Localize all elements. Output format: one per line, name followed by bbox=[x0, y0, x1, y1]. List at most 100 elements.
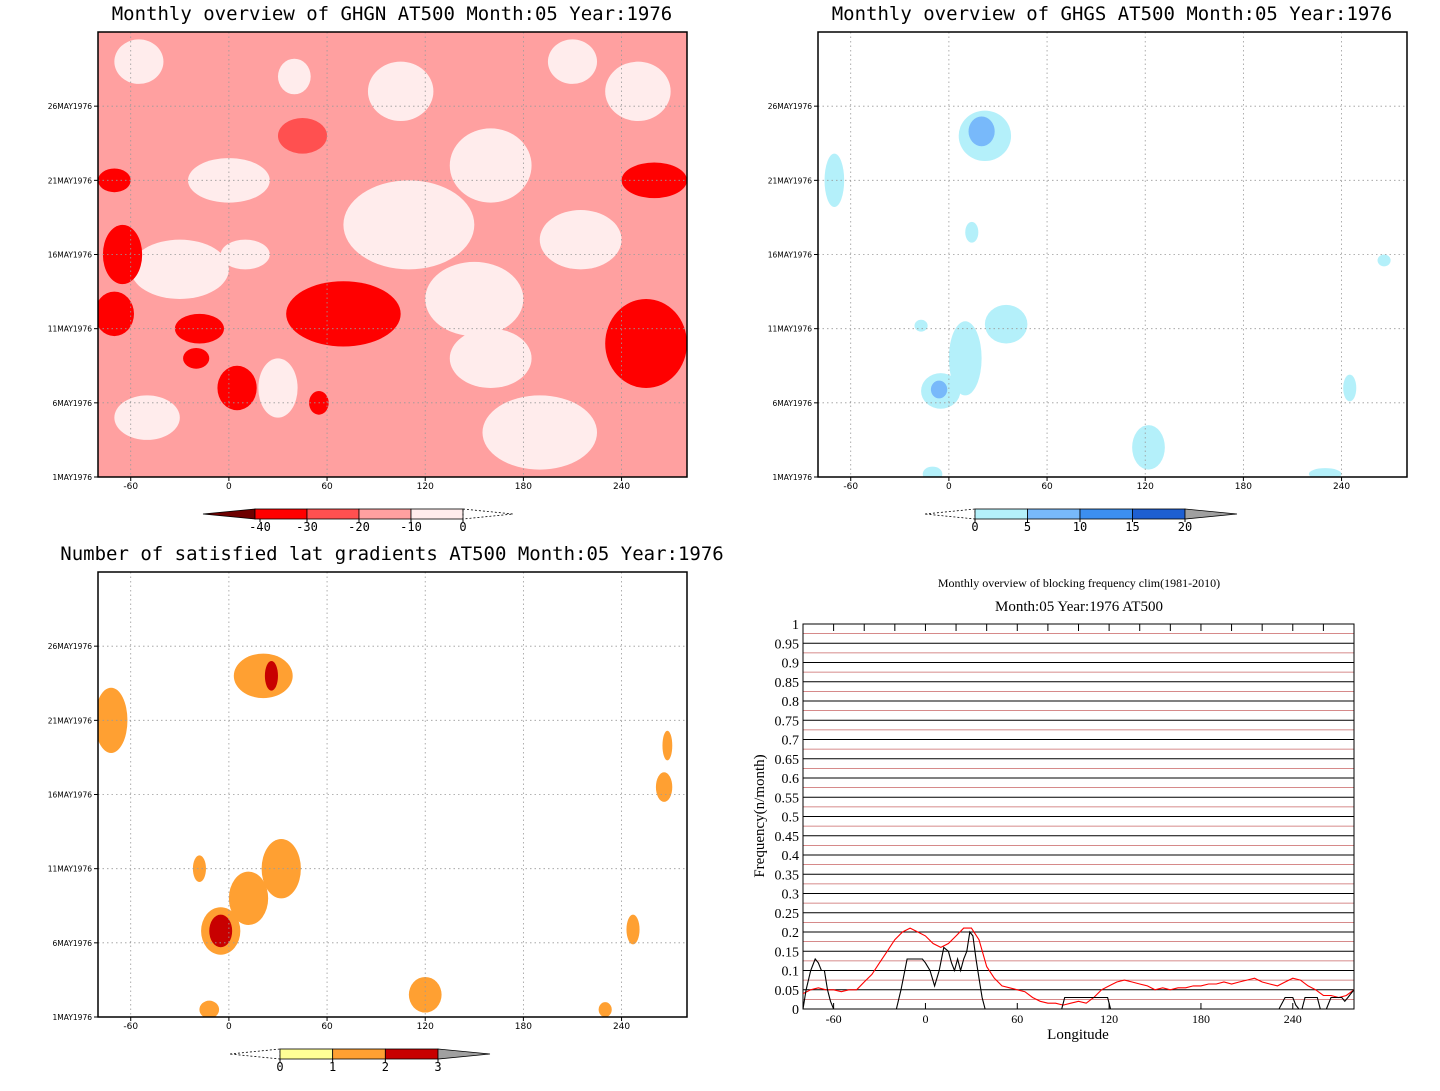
colorbar-swatch bbox=[384, 1048, 439, 1060]
y-tick-label: 0.95 bbox=[775, 637, 800, 652]
contour-blob bbox=[114, 395, 180, 440]
colorbar: 0 1 2 3 bbox=[229, 1048, 491, 1074]
colorbar-label: 0 bbox=[276, 1060, 283, 1074]
x-tick-label: 0 bbox=[922, 1012, 928, 1026]
x-tick-label: 180 bbox=[1192, 1012, 1210, 1026]
colorbar-swatch bbox=[332, 1048, 386, 1060]
contour-blob bbox=[174, 313, 224, 344]
contour-blob bbox=[914, 319, 928, 332]
colorbar-swatch bbox=[1027, 508, 1081, 520]
grid-lines bbox=[98, 32, 687, 477]
contour-fills bbox=[824, 110, 1391, 477]
y-tick-label: 0.75 bbox=[775, 714, 800, 729]
series-line-1 bbox=[802, 927, 1355, 1006]
y-tick-label: 0.35 bbox=[775, 868, 800, 883]
contour-blob bbox=[277, 118, 328, 154]
y-tick-label: 21MAY1976 bbox=[768, 176, 812, 185]
y-tick-label: 0.6 bbox=[782, 772, 800, 787]
colorbar-swatch bbox=[1079, 508, 1133, 520]
y-tick-label: 0.9 bbox=[782, 657, 800, 672]
y-tick-label: 0.05 bbox=[775, 984, 800, 999]
colorbar-extend-low bbox=[924, 508, 976, 520]
colorbar-label: -10 bbox=[400, 520, 422, 534]
contour-blob bbox=[621, 162, 687, 199]
x-tick-label: -60 bbox=[123, 482, 138, 492]
contour-blob bbox=[192, 855, 206, 883]
colorbar-swatch bbox=[1132, 508, 1186, 520]
colorbar-label: 0 bbox=[971, 520, 978, 534]
colorbar-label: 2 bbox=[382, 1060, 389, 1074]
colorbar-label: 10 bbox=[1073, 520, 1087, 534]
contour-blob bbox=[258, 358, 298, 418]
y-tick-label: 0.55 bbox=[775, 791, 800, 806]
x-tick-label: 120 bbox=[1137, 482, 1154, 492]
x-tick-label: 120 bbox=[1100, 1012, 1118, 1026]
y-tick-label: 16MAY1976 bbox=[48, 251, 92, 260]
contour-blob bbox=[114, 39, 164, 84]
contour-blob bbox=[482, 395, 598, 470]
colorbar-extend-low bbox=[229, 1048, 281, 1060]
y-tick-label: 6MAY1976 bbox=[53, 399, 93, 408]
y-tick-label: 0.5 bbox=[782, 811, 800, 826]
colorbar-extend-high bbox=[1184, 508, 1238, 520]
y-tick-label: 6MAY1976 bbox=[53, 939, 93, 948]
y-tick-label: 21MAY1976 bbox=[48, 176, 92, 185]
chart-title: Monthly overview of blocking frequency c… bbox=[938, 576, 1220, 590]
contour-blob bbox=[922, 466, 943, 477]
colorbar: -40 -30 -20 -10 0 bbox=[202, 508, 514, 534]
contour-blob bbox=[102, 224, 143, 285]
contour-blob bbox=[1132, 425, 1165, 470]
y-tick-label: 0.3 bbox=[782, 888, 800, 903]
contour-fills bbox=[98, 653, 673, 1017]
chart-title: Monthly overview of GHGN AT500 Month:05 … bbox=[112, 3, 673, 25]
y-tick-label: 0.25 bbox=[775, 907, 800, 922]
y-tick-label: 0.85 bbox=[775, 676, 800, 691]
colorbar-label: 5 bbox=[1024, 520, 1031, 534]
contour-blob bbox=[968, 116, 995, 147]
heatmap-panel-2: -60 0 60 120 180 240 1MAY1976 6MAY1976 11MAY1976… bbox=[768, 3, 1408, 534]
colorbar-label: -40 bbox=[249, 520, 271, 534]
contour-blob bbox=[233, 653, 293, 699]
y-tick-label: 26MAY1976 bbox=[768, 102, 812, 111]
contour-blob bbox=[228, 871, 269, 926]
x-tick-label: 60 bbox=[321, 482, 333, 492]
colorbar-swatch bbox=[358, 508, 412, 520]
y-axis-label: Frequency(n/month) bbox=[752, 754, 768, 877]
x-tick-label: 120 bbox=[417, 1022, 434, 1032]
contour-blob bbox=[367, 61, 434, 121]
x-tick-label: 60 bbox=[321, 1022, 333, 1032]
y-tick-label: 0.15 bbox=[775, 945, 800, 960]
x-tick-label: 180 bbox=[515, 482, 532, 492]
y-tick-label: 16MAY1976 bbox=[768, 251, 812, 260]
colorbar-swatch bbox=[410, 508, 464, 520]
colorbar-extend-high bbox=[462, 508, 514, 520]
contour-blob bbox=[209, 914, 233, 948]
x-tick-label: -60 bbox=[826, 1012, 842, 1026]
contour-blob bbox=[449, 128, 532, 203]
heatmap-panel-1: -60 0 60 120 180 240 1MAY1976 6MAY1976 11MAY1976… bbox=[48, 3, 688, 534]
x-tick-label: 60 bbox=[1011, 1012, 1023, 1026]
y-tick-label: 1MAY1976 bbox=[53, 1013, 93, 1022]
contour-blob bbox=[965, 221, 979, 243]
x-tick-label: 60 bbox=[1041, 482, 1053, 492]
y-tick-label: 0.2 bbox=[782, 926, 800, 941]
contour-blob bbox=[1308, 468, 1342, 477]
grid-lines bbox=[98, 572, 687, 1017]
contour-blob bbox=[598, 1002, 612, 1017]
contour-blob bbox=[1377, 254, 1391, 267]
colorbar-label: 0 bbox=[459, 520, 466, 534]
contour-blob bbox=[655, 772, 673, 802]
chart-title: Number of satisfied lat gradients AT500 … bbox=[60, 543, 723, 565]
colorbar: 0 5 10 15 20 bbox=[924, 508, 1238, 534]
y-tick-label: 1MAY1976 bbox=[773, 473, 813, 482]
colorbar-swatch bbox=[974, 508, 1028, 520]
contour-blob bbox=[130, 239, 229, 299]
y-tick-label: 0.8 bbox=[782, 695, 800, 710]
contour-blob bbox=[1343, 374, 1357, 402]
y-tick-label: 21MAY1976 bbox=[48, 716, 92, 725]
contour-blob bbox=[930, 380, 948, 399]
contour-blob bbox=[605, 299, 687, 388]
contour-blob bbox=[261, 839, 301, 899]
contour-blob bbox=[824, 153, 845, 208]
